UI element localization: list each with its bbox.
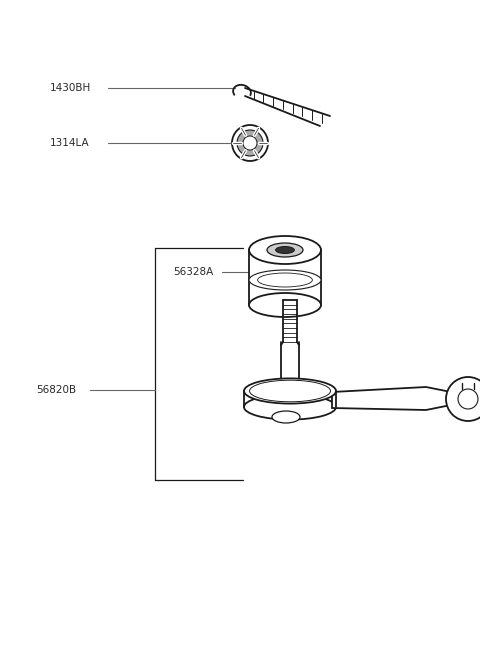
Ellipse shape bbox=[272, 411, 300, 423]
Circle shape bbox=[232, 125, 268, 161]
Circle shape bbox=[243, 136, 257, 150]
Circle shape bbox=[237, 130, 263, 156]
Ellipse shape bbox=[250, 380, 330, 402]
Polygon shape bbox=[332, 387, 451, 410]
Ellipse shape bbox=[249, 293, 321, 317]
Ellipse shape bbox=[249, 270, 321, 290]
Text: 56328A: 56328A bbox=[173, 267, 213, 277]
Text: 56820B: 56820B bbox=[36, 385, 76, 395]
Ellipse shape bbox=[258, 273, 312, 287]
Ellipse shape bbox=[276, 246, 294, 254]
Ellipse shape bbox=[244, 378, 336, 403]
Text: 1314LA: 1314LA bbox=[50, 138, 90, 148]
Circle shape bbox=[458, 389, 478, 409]
Circle shape bbox=[446, 377, 480, 421]
Ellipse shape bbox=[244, 394, 336, 420]
Text: 1430BH: 1430BH bbox=[50, 83, 91, 93]
Ellipse shape bbox=[249, 236, 321, 264]
Ellipse shape bbox=[267, 243, 303, 257]
